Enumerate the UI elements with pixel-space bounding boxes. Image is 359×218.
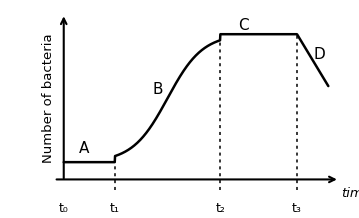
Text: D: D (314, 48, 326, 62)
Text: t₁: t₁ (110, 202, 120, 215)
Text: B: B (152, 82, 163, 97)
Text: Number of bacteria: Number of bacteria (42, 33, 55, 163)
Text: time: time (341, 187, 359, 200)
Text: t₀: t₀ (59, 202, 69, 215)
Text: A: A (79, 141, 89, 156)
Text: t₃: t₃ (292, 202, 302, 215)
Text: t₂: t₂ (215, 202, 225, 215)
Text: C: C (238, 18, 248, 33)
